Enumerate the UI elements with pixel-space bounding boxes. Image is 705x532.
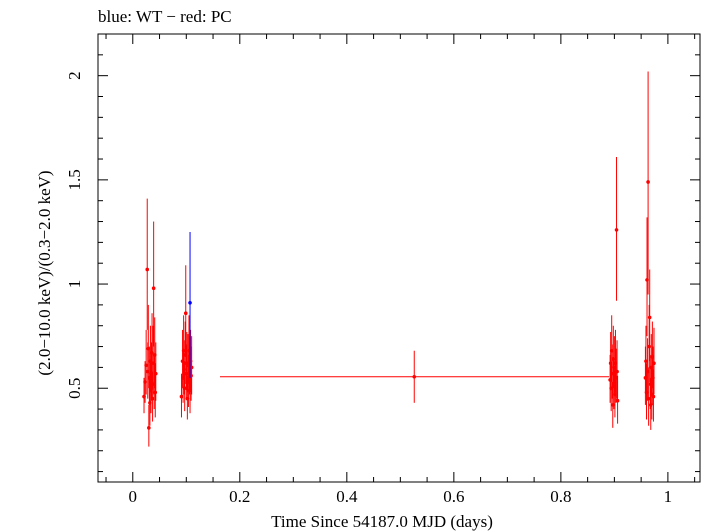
data-point (651, 369, 656, 422)
point-marker (615, 369, 619, 374)
point-marker (151, 286, 156, 291)
x-tick-label: 0 (129, 487, 138, 506)
data-point (147, 404, 151, 447)
y-axis-ticks: 0.5 1 1.5 2 (65, 33, 700, 473)
chart-title: blue: WT − red: PC (98, 7, 232, 26)
x-tick-label: 0.4 (336, 487, 358, 506)
data-point (153, 342, 158, 401)
x-tick-label: 0.2 (229, 487, 250, 506)
data-point (151, 221, 156, 347)
data-point (220, 350, 610, 403)
point-marker (652, 361, 656, 366)
data-point (615, 375, 620, 424)
plot-frame (97, 33, 701, 483)
x-tick-label: 0.8 (550, 487, 571, 506)
point-marker (651, 394, 656, 399)
point-marker (646, 396, 651, 401)
point-marker (179, 394, 184, 399)
point-marker (188, 301, 192, 305)
point-marker (182, 386, 187, 391)
point-marker (147, 426, 151, 430)
point-marker (412, 374, 417, 379)
y-tick-label: 1.5 (65, 169, 84, 190)
point-marker (150, 396, 155, 401)
point-marker (189, 365, 194, 370)
point-marker (183, 311, 188, 316)
point-marker (615, 398, 620, 403)
data-point (150, 371, 155, 422)
point-marker (647, 344, 651, 349)
y-axis-label: (2.0−10.0 keV)/(0.3−2.0 keV) (35, 170, 54, 375)
data-point (188, 231, 192, 378)
data-point (647, 269, 652, 362)
point-marker (647, 315, 652, 320)
data-point (614, 156, 619, 301)
y-tick-label: 0.5 (65, 378, 84, 399)
point-marker (614, 228, 619, 232)
point-marker (145, 267, 150, 272)
y-tick-label: 2 (65, 71, 84, 80)
point-marker (646, 180, 650, 184)
x-tick-label: 1 (664, 487, 673, 506)
data-point (644, 325, 648, 393)
plot-area (97, 33, 701, 483)
data-point (145, 198, 150, 330)
data-point (646, 367, 651, 426)
data-marks (142, 71, 656, 447)
point-marker (644, 359, 648, 363)
y-tick-label: 1 (65, 280, 84, 289)
data-point (615, 340, 619, 399)
point-marker (153, 371, 158, 376)
data-point (183, 265, 188, 357)
data-point (646, 71, 650, 295)
data-point (182, 361, 187, 412)
x-tick-label: 0.6 (443, 487, 464, 506)
x-axis-label: Time Since 54187.0 MJD (days) (271, 512, 493, 531)
data-point (179, 373, 184, 418)
data-point (189, 336, 194, 395)
data-point (144, 329, 148, 395)
point-marker (153, 390, 158, 395)
point-marker (144, 363, 148, 368)
x-axis-ticks: 0 0.2 0.4 0.6 0.8 1 (105, 34, 696, 506)
data-point (652, 327, 656, 395)
